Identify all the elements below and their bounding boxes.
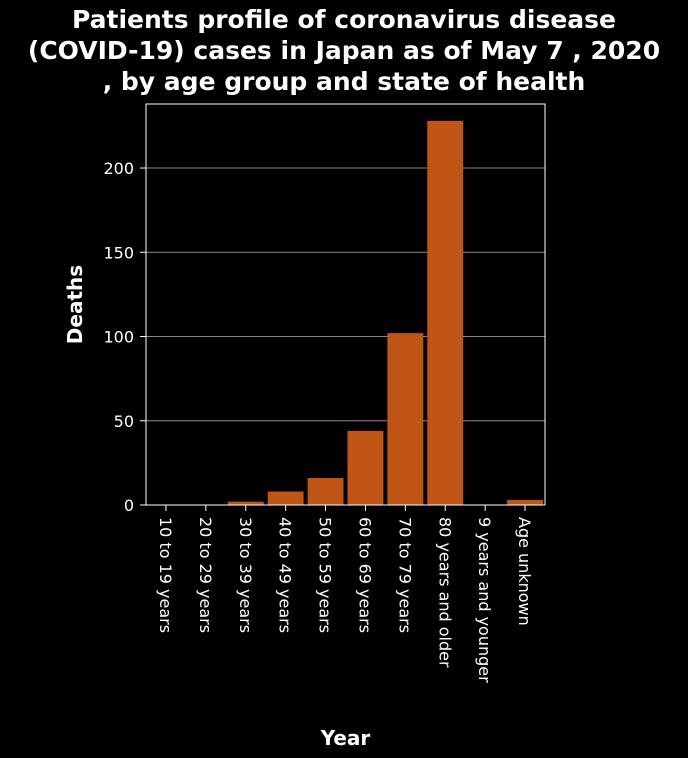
x-tick-label: 50 to 59 years xyxy=(316,517,335,633)
chart-title-line-1: Patients profile of coronavirus disease xyxy=(72,5,616,34)
y-tick-label: 150 xyxy=(103,243,134,262)
x-tick-label: 9 years and younger xyxy=(475,517,494,683)
bar xyxy=(507,499,544,505)
bars xyxy=(227,120,544,505)
grid-lines xyxy=(146,167,545,506)
x-axis-ticks: 10 to 19 years 20 to 29 years 30 to 39 yea… xyxy=(156,505,534,683)
x-tick-label: 10 to 19 years xyxy=(156,517,175,633)
chart-title: Patients profile of coronavirus disease … xyxy=(0,4,688,97)
bar xyxy=(387,333,424,505)
bar xyxy=(227,501,264,505)
x-tick-label: 70 to 79 years xyxy=(395,517,414,633)
bar xyxy=(267,491,304,505)
x-tick-label: 40 to 49 years xyxy=(276,517,295,633)
y-tick-label: 200 xyxy=(103,159,134,178)
y-axis-label: Deaths xyxy=(63,265,87,344)
plot-frame xyxy=(145,103,546,506)
y-tick-label: 50 xyxy=(114,412,134,431)
x-tick-label: 30 to 39 years xyxy=(236,517,255,633)
x-tick-label: Age unknown xyxy=(515,517,534,626)
x-tick-label: 80 years and older xyxy=(435,517,454,668)
chart-title-line-3: , by age group and state of health xyxy=(102,67,586,96)
y-tick-label: 100 xyxy=(103,328,134,347)
x-axis-label: Year xyxy=(320,726,371,750)
x-tick-label: 60 to 69 years xyxy=(355,517,374,633)
x-tick-label: 20 to 29 years xyxy=(196,517,215,633)
bar xyxy=(347,430,384,505)
y-tick-label: 0 xyxy=(124,496,134,515)
chart-title-line-2: (COVID-19) cases in Japan as of May 7 , … xyxy=(27,36,661,65)
bar xyxy=(427,120,464,505)
y-axis-ticks: 0 50 100 150 200 xyxy=(103,159,146,515)
bar xyxy=(307,478,344,505)
